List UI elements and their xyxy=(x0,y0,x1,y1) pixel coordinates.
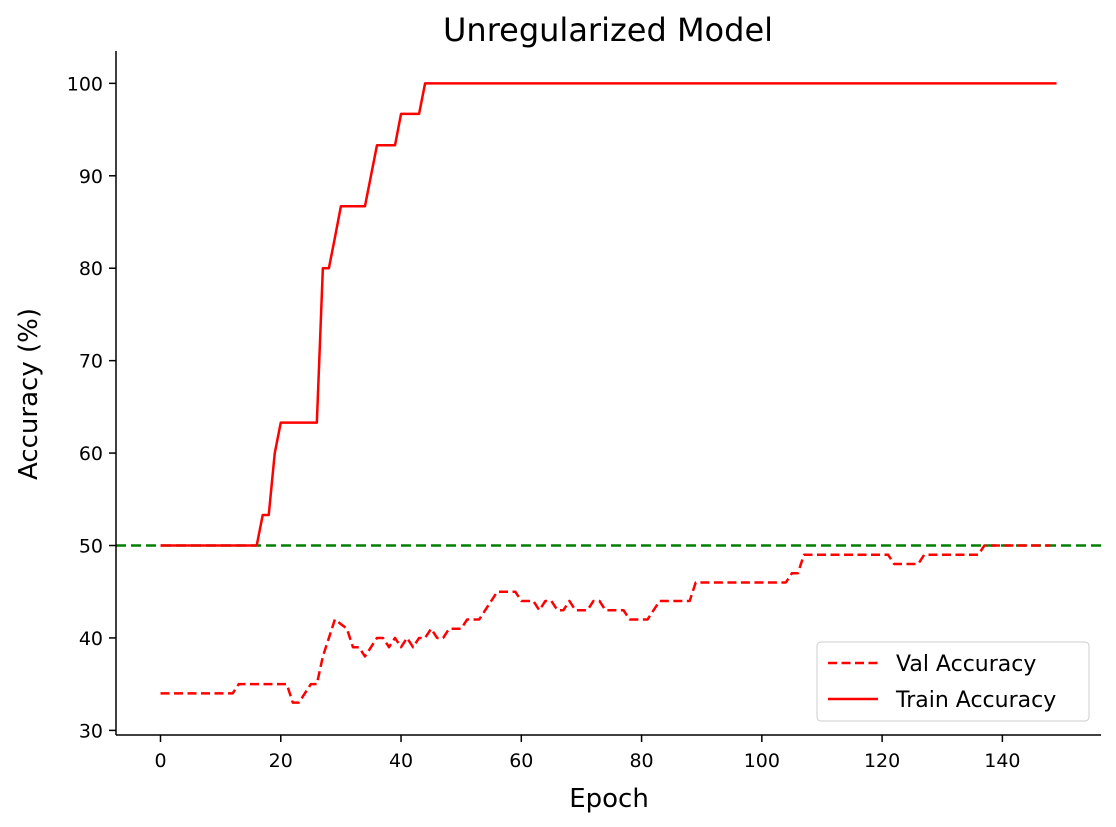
x-tick-label: 60 xyxy=(509,750,533,772)
x-tick-label: 80 xyxy=(629,750,653,772)
y-tick-label: 100 xyxy=(67,73,103,95)
legend-label-train-accuracy: Train Accuracy xyxy=(895,688,1056,713)
x-axis-label: Epoch xyxy=(569,784,649,814)
y-axis-ticks: 30 40 50 60 70 80 90 100 xyxy=(67,73,116,742)
legend-label-val-accuracy: Val Accuracy xyxy=(896,652,1036,677)
y-tick-label: 30 xyxy=(79,720,103,742)
legend-box xyxy=(816,641,1090,722)
y-tick-label: 50 xyxy=(79,536,103,558)
plot-area xyxy=(116,82,1101,704)
y-tick-label: 70 xyxy=(79,351,103,373)
x-axis-ticks: 0 20 40 60 80 100 120 140 xyxy=(154,735,1021,772)
x-tick-label: 140 xyxy=(984,750,1020,772)
chart-title: Unregularized Model xyxy=(443,11,773,49)
x-tick-label: 20 xyxy=(269,750,293,772)
y-tick-label: 60 xyxy=(79,443,103,465)
series-train-accuracy-line xyxy=(160,82,1057,547)
y-tick-label: 90 xyxy=(79,166,103,188)
y-axis-label: Accuracy (%) xyxy=(14,308,44,480)
legend: Val Accuracy Train Accuracy xyxy=(816,641,1090,722)
x-tick-label: 100 xyxy=(744,750,780,772)
x-tick-label: 120 xyxy=(864,750,900,772)
x-tick-label: 0 xyxy=(154,750,166,772)
series-val-accuracy-line xyxy=(160,544,1051,704)
y-tick-label: 40 xyxy=(79,628,103,650)
x-tick-label: 40 xyxy=(389,750,413,772)
y-tick-label: 80 xyxy=(79,258,103,280)
